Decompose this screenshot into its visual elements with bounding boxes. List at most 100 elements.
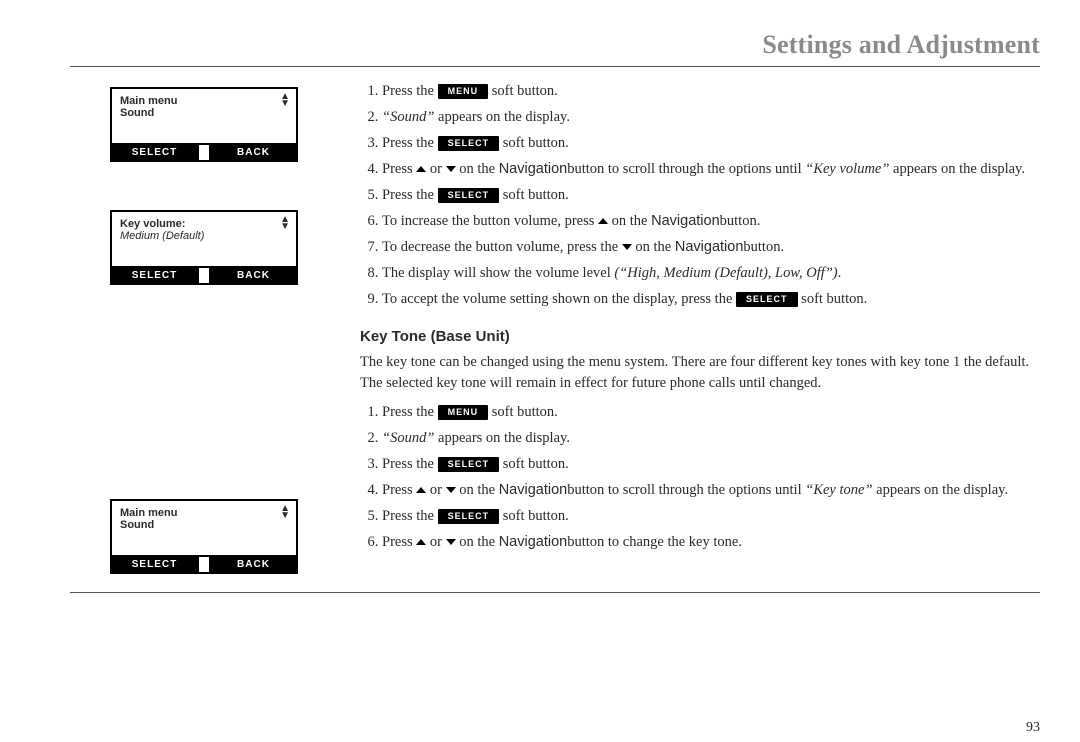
instruction-list-1: Press the MENU soft button. “Sound” appe… — [360, 81, 1040, 310]
text: on the — [632, 239, 675, 255]
down-arrow-icon — [446, 166, 456, 172]
screen-line: Sound — [120, 107, 288, 119]
up-arrow-icon — [598, 218, 608, 224]
list-item: To accept the volume setting shown on th… — [382, 289, 1040, 310]
text-italic: (“High, Medium (Default), Low, Off”) — [614, 265, 837, 281]
text: Press the — [382, 404, 438, 420]
screen-line: Medium (Default) — [120, 230, 288, 242]
text: appears on the display. — [889, 161, 1025, 177]
list-item: Press the MENU soft button. — [382, 81, 1040, 102]
text: button. — [743, 239, 784, 255]
screen-select-label: SELECT — [112, 268, 197, 283]
text: appears on the display. — [873, 482, 1009, 498]
list-item: Press or on the Navigationbutton to scro… — [382, 480, 1040, 501]
text: soft button. — [499, 508, 569, 524]
list-item: Press the SELECT soft button. — [382, 506, 1040, 527]
list-item: To increase the button volume, press on … — [382, 211, 1040, 232]
list-item: Press or on the Navigationbutton to scro… — [382, 159, 1040, 180]
text-sans: Navigation — [499, 161, 568, 177]
menu-pill: MENU — [438, 405, 489, 420]
screen-select-label: SELECT — [112, 145, 197, 160]
updown-icon: ▲▼ — [280, 216, 290, 230]
text: The display will show the volume level — [382, 265, 614, 281]
text: Press — [382, 534, 416, 550]
screen-main-menu-2: ▲▼ Main menu Sound SELECT BACK — [110, 499, 298, 574]
text-sans: Navigation — [499, 534, 568, 550]
text: soft button. — [499, 456, 569, 472]
text: Press — [382, 161, 416, 177]
list-item: To decrease the button volume, press the… — [382, 237, 1040, 258]
screen-gap — [197, 145, 211, 160]
text: soft button. — [499, 187, 569, 203]
text: on the — [608, 213, 651, 229]
content-columns: ▲▼ Main menu Sound SELECT BACK ▲▼ Key vo… — [70, 81, 1040, 574]
list-item: Press the SELECT soft button. — [382, 454, 1040, 475]
section-heading: Key Tone (Base Unit) — [360, 326, 1040, 348]
text-sans: Navigation — [499, 482, 568, 498]
text: Press the — [382, 187, 438, 203]
left-column: ▲▼ Main menu Sound SELECT BACK ▲▼ Key vo… — [70, 81, 330, 574]
page-title: Settings and Adjustment — [70, 30, 1040, 66]
down-arrow-icon — [446, 539, 456, 545]
text: To accept the volume setting shown on th… — [382, 291, 736, 307]
text: soft button. — [488, 83, 558, 99]
screen-select-label: SELECT — [112, 557, 197, 572]
rule-bottom — [70, 592, 1040, 593]
text: soft button. — [488, 404, 558, 420]
right-column: Press the MENU soft button. “Sound” appe… — [360, 81, 1040, 574]
screen-line: Main menu — [120, 95, 288, 107]
text: soft button. — [499, 135, 569, 151]
text: or — [426, 534, 445, 550]
text: on the — [456, 482, 499, 498]
list-item: The display will show the volume level (… — [382, 263, 1040, 284]
text: on the — [456, 534, 499, 550]
select-pill: SELECT — [438, 457, 500, 472]
page: Settings and Adjustment ▲▼ Main menu Sou… — [70, 30, 1040, 712]
up-arrow-icon — [416, 166, 426, 172]
screen-back-label: BACK — [211, 145, 296, 160]
section-intro: The key tone can be changed using the me… — [360, 352, 1040, 394]
text: button to change the key tone. — [567, 534, 742, 550]
text: Press — [382, 482, 416, 498]
text: Press the — [382, 508, 438, 524]
screen-back-label: BACK — [211, 557, 296, 572]
screen-line: Key volume: — [120, 218, 288, 230]
list-item: Press the MENU soft button. — [382, 402, 1040, 423]
text: button to scroll through the options unt… — [567, 161, 805, 177]
text: . — [838, 265, 842, 281]
screen-line: Sound — [120, 519, 288, 531]
text: button to scroll through the options unt… — [567, 482, 805, 498]
screen-gap — [197, 557, 211, 572]
list-item: Press or on the Navigationbutton to chan… — [382, 532, 1040, 553]
select-pill: SELECT — [736, 292, 798, 307]
text-italic: “Sound” — [382, 109, 434, 125]
updown-icon: ▲▼ — [280, 505, 290, 519]
text-sans: Navigation — [675, 239, 744, 255]
text-italic: “Key tone” — [805, 482, 872, 498]
list-item: Press the SELECT soft button. — [382, 185, 1040, 206]
screen-back-label: BACK — [211, 268, 296, 283]
text: button. — [720, 213, 761, 229]
instruction-list-2: Press the MENU soft button. “Sound” appe… — [360, 402, 1040, 553]
screen-line: Main menu — [120, 507, 288, 519]
text: Press the — [382, 83, 438, 99]
text: on the — [456, 161, 499, 177]
updown-icon: ▲▼ — [280, 93, 290, 107]
text: or — [426, 482, 445, 498]
list-item: Press the SELECT soft button. — [382, 133, 1040, 154]
select-pill: SELECT — [438, 136, 500, 151]
down-arrow-icon — [446, 487, 456, 493]
screen-gap — [197, 268, 211, 283]
text: To increase the button volume, press — [382, 213, 598, 229]
screen-key-volume: ▲▼ Key volume: Medium (Default) SELECT B… — [110, 210, 298, 285]
text-italic: “Key volume” — [805, 161, 889, 177]
up-arrow-icon — [416, 487, 426, 493]
text: soft button. — [798, 291, 868, 307]
page-number: 93 — [1026, 720, 1040, 736]
list-item: “Sound” appears on the display. — [382, 428, 1040, 449]
text: Press the — [382, 456, 438, 472]
spacer — [110, 333, 330, 451]
text: appears on the display. — [434, 109, 570, 125]
text: or — [426, 161, 445, 177]
text-sans: Navigation — [651, 213, 720, 229]
